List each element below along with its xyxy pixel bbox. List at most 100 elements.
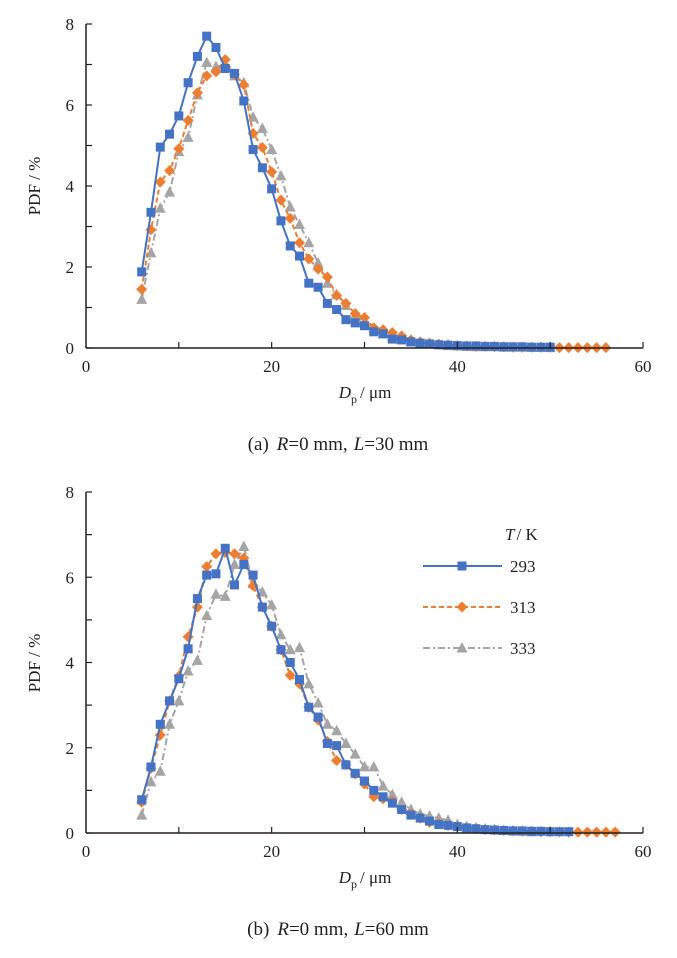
data-point-333 (340, 737, 352, 748)
data-point-293 (276, 645, 286, 655)
data-point-293 (276, 216, 286, 226)
y-tick-label: 0 (66, 339, 75, 358)
data-point-293 (527, 342, 537, 352)
data-point-293 (527, 826, 537, 836)
data-point-293 (471, 824, 481, 834)
y-tick-label: 2 (66, 739, 75, 758)
data-point-293 (220, 543, 230, 553)
data-point-293 (211, 569, 221, 579)
x-axis-label-b: Dp / μm (338, 868, 392, 891)
data-point-293 (536, 342, 546, 352)
caption-l-var: L (353, 919, 365, 940)
data-point-313 (312, 263, 324, 275)
data-point-293 (304, 278, 314, 288)
data-point-293 (183, 644, 193, 654)
y-tick-label: 2 (66, 258, 75, 277)
x-tick-label: 20 (263, 357, 280, 376)
data-point-333 (154, 765, 166, 776)
data-point-333 (275, 169, 287, 181)
data-point-313 (182, 114, 194, 126)
data-point-293 (350, 318, 360, 328)
data-point-293 (415, 338, 425, 348)
data-point-293 (536, 826, 546, 836)
series-line-293 (140, 544, 569, 833)
data-point-333 (154, 202, 166, 213)
data-point-293 (369, 785, 379, 795)
data-point-313 (581, 826, 593, 838)
data-point-293 (304, 702, 314, 712)
data-point-333 (136, 809, 148, 820)
data-point-333 (349, 748, 361, 759)
data-point-333 (182, 131, 194, 142)
data-point-293 (295, 251, 305, 261)
data-point-333 (433, 812, 445, 823)
data-point-293 (202, 31, 212, 41)
data-point-293 (192, 51, 202, 61)
legend-entry-313: 313 (423, 598, 536, 617)
data-point-293 (202, 570, 212, 580)
data-point-293 (322, 298, 332, 308)
data-point-313 (609, 826, 621, 838)
data-point-313 (191, 87, 203, 99)
data-point-333 (294, 641, 306, 653)
data-point-293 (211, 42, 221, 52)
x-axis-label-a: Dp / μm (338, 383, 392, 406)
x-axis-label-var: D (338, 868, 352, 887)
series-313-a (136, 54, 612, 354)
data-point-313 (275, 194, 287, 206)
series-layer-a (136, 31, 612, 354)
data-point-333 (229, 558, 241, 569)
x-axis-label-sub: p (351, 392, 357, 406)
data-point-313 (331, 289, 343, 301)
data-point-313 (164, 165, 176, 177)
data-point-293 (424, 816, 434, 826)
data-point-293 (183, 78, 193, 88)
data-point-293 (137, 267, 147, 277)
data-point-313 (572, 826, 584, 838)
caption-r-val: =0 mm, (289, 919, 348, 940)
legend-label: 333 (510, 639, 536, 658)
chart-panel-b: 0 2 4 6 8 0 20 40 60 PDF / % Dp / μm (b) R=0 mm, L=… (25, 483, 652, 940)
x-tick-label: 20 (263, 842, 280, 861)
data-point-333 (145, 775, 157, 787)
data-point-333 (396, 796, 408, 807)
data-point-293 (378, 329, 388, 339)
data-point-293 (267, 184, 277, 194)
data-point-293 (462, 341, 472, 351)
legend-title-var: T (505, 525, 516, 544)
data-point-333 (266, 598, 278, 610)
axes-b: 0 2 4 6 8 0 20 40 60 (66, 483, 652, 861)
data-point-293 (406, 337, 416, 347)
data-point-333 (201, 56, 213, 67)
data-point-293 (174, 674, 184, 684)
data-point-293 (332, 741, 342, 751)
data-point-293 (387, 334, 397, 344)
data-point-293 (499, 825, 509, 835)
data-point-293 (462, 823, 472, 833)
x-axis-label-unit: / μm (360, 868, 391, 887)
data-point-293 (443, 820, 453, 830)
data-point-313 (154, 176, 166, 188)
data-point-293 (369, 327, 379, 337)
data-point-293 (397, 805, 407, 815)
data-point-293 (313, 282, 323, 292)
y-tick-label: 8 (66, 483, 75, 502)
data-point-293 (332, 305, 342, 315)
data-point-313 (349, 308, 361, 320)
data-point-293 (564, 827, 574, 837)
data-point-293 (267, 621, 277, 631)
axes-a: 0 2 4 6 8 0 20 40 60 (66, 15, 652, 376)
data-point-293 (517, 342, 527, 352)
y-tick-label: 4 (66, 654, 75, 673)
data-point-293 (360, 776, 369, 786)
data-point-313 (340, 297, 352, 309)
x-axis-label-unit: / μm (360, 383, 391, 402)
caption-l-var: L (353, 434, 365, 455)
y-tick-label: 0 (66, 824, 75, 843)
y-tick-label: 6 (66, 568, 75, 587)
data-point-293 (508, 342, 518, 352)
data-point-333 (238, 540, 250, 552)
caption-b: (b) R=0 mm, L=60 mm (247, 919, 429, 940)
data-point-293 (248, 145, 258, 155)
data-point-333 (275, 628, 287, 640)
